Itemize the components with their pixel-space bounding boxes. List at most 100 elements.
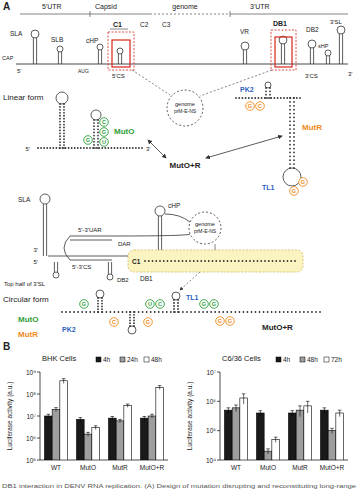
nucleotide xyxy=(63,141,65,143)
nucleotide xyxy=(185,260,187,262)
label: PK2 xyxy=(240,86,254,93)
y-tick-label: 10⁷ xyxy=(206,369,216,376)
error-cap xyxy=(323,407,327,408)
nucleotide xyxy=(59,147,61,149)
nucleotide xyxy=(97,128,99,130)
nucleotide xyxy=(249,260,251,262)
hairpin-loop xyxy=(31,30,39,38)
nucleotide xyxy=(204,260,206,262)
nucleotide xyxy=(129,320,131,322)
error-bar xyxy=(323,408,327,413)
nucleotide xyxy=(293,163,295,165)
nucleotide xyxy=(104,147,106,149)
y-tick-label: 10⁹ xyxy=(26,369,36,376)
legend-label: 72h xyxy=(331,356,342,363)
nucleotide xyxy=(95,147,97,149)
nucleotide xyxy=(101,308,103,310)
nucleotide xyxy=(63,124,65,126)
nucleotide xyxy=(63,144,65,146)
bar xyxy=(156,387,164,460)
nucleotide xyxy=(101,300,103,302)
nucleotide xyxy=(275,260,277,262)
nucleotide xyxy=(186,311,188,313)
nucleotide xyxy=(101,303,103,305)
nucleotide xyxy=(251,97,253,99)
nucleotide xyxy=(55,147,57,149)
nucleotide xyxy=(111,147,113,149)
error-bar xyxy=(227,408,231,413)
y-tick-label: 10⁷ xyxy=(26,413,36,420)
stem xyxy=(342,34,343,64)
nucleotide xyxy=(268,260,270,262)
legend-label: 48h xyxy=(151,356,162,363)
nucleotide xyxy=(307,311,309,313)
nucleotide xyxy=(93,141,95,143)
axis-title: Luciferase activity (a.u.) xyxy=(6,382,14,451)
error-line xyxy=(243,394,244,404)
hairpin-loop xyxy=(241,42,249,50)
label: prM-E-NS xyxy=(174,108,197,114)
stem xyxy=(313,48,314,64)
error-line xyxy=(307,401,308,413)
nucleotide xyxy=(261,97,263,99)
nucleotide xyxy=(177,311,179,313)
nucleotide xyxy=(238,97,240,99)
nucleotide xyxy=(141,147,143,149)
nucleotide xyxy=(234,260,236,262)
error-bar xyxy=(306,401,310,413)
line xyxy=(110,29,128,30)
nucleotide xyxy=(230,260,232,262)
connector xyxy=(215,244,216,250)
nucleotide xyxy=(198,311,200,313)
nucleotide xyxy=(293,124,295,126)
mutation-site xyxy=(226,317,235,326)
label: DB1 xyxy=(140,275,153,282)
error-line xyxy=(332,428,333,433)
nucleotide xyxy=(279,311,281,313)
mutated-nucleotide: G xyxy=(102,129,106,135)
nucleotide xyxy=(150,311,152,313)
mutated-nucleotide: C xyxy=(258,103,262,109)
mutated-nucleotide: G xyxy=(202,301,206,307)
nucleotide xyxy=(170,311,172,313)
nucleotide xyxy=(290,260,292,262)
error-line xyxy=(324,408,325,413)
nucleotide xyxy=(59,132,61,134)
error-line xyxy=(127,404,128,407)
mutation-site xyxy=(290,187,299,196)
nucleotide xyxy=(129,314,131,316)
stem xyxy=(284,44,285,64)
label: C3 xyxy=(162,21,171,28)
label: MutO+R xyxy=(170,161,201,170)
nucleotide xyxy=(267,311,269,313)
nucleotide xyxy=(59,144,61,146)
y-tick-label: 10⁶ xyxy=(26,435,36,442)
nucleotide xyxy=(245,97,247,99)
bar xyxy=(124,406,132,460)
nucleotide xyxy=(69,311,71,313)
legend-label: 4h xyxy=(283,356,291,363)
nucleotide xyxy=(107,147,109,149)
nucleotide xyxy=(275,311,277,313)
label: 3' xyxy=(348,71,352,77)
error-bar xyxy=(242,394,246,404)
bar xyxy=(320,410,328,460)
hairpin-loop xyxy=(128,326,136,334)
stem xyxy=(33,38,34,64)
nucleotide xyxy=(126,147,128,149)
nucleotide xyxy=(293,113,295,115)
nucleotide xyxy=(260,260,262,262)
mutated-nucleotide: U xyxy=(102,139,106,145)
error-line xyxy=(228,408,229,413)
nucleotide xyxy=(242,260,244,262)
nucleotide xyxy=(63,135,65,137)
error-line xyxy=(236,405,237,412)
nucleotide xyxy=(283,97,285,99)
mutated-nucleotide: U xyxy=(148,301,152,307)
error-line xyxy=(300,406,301,417)
bar xyxy=(44,416,52,460)
nucleotide xyxy=(73,311,75,313)
nucleotide xyxy=(267,97,269,99)
stem xyxy=(329,56,330,64)
mutation-site xyxy=(216,317,225,326)
